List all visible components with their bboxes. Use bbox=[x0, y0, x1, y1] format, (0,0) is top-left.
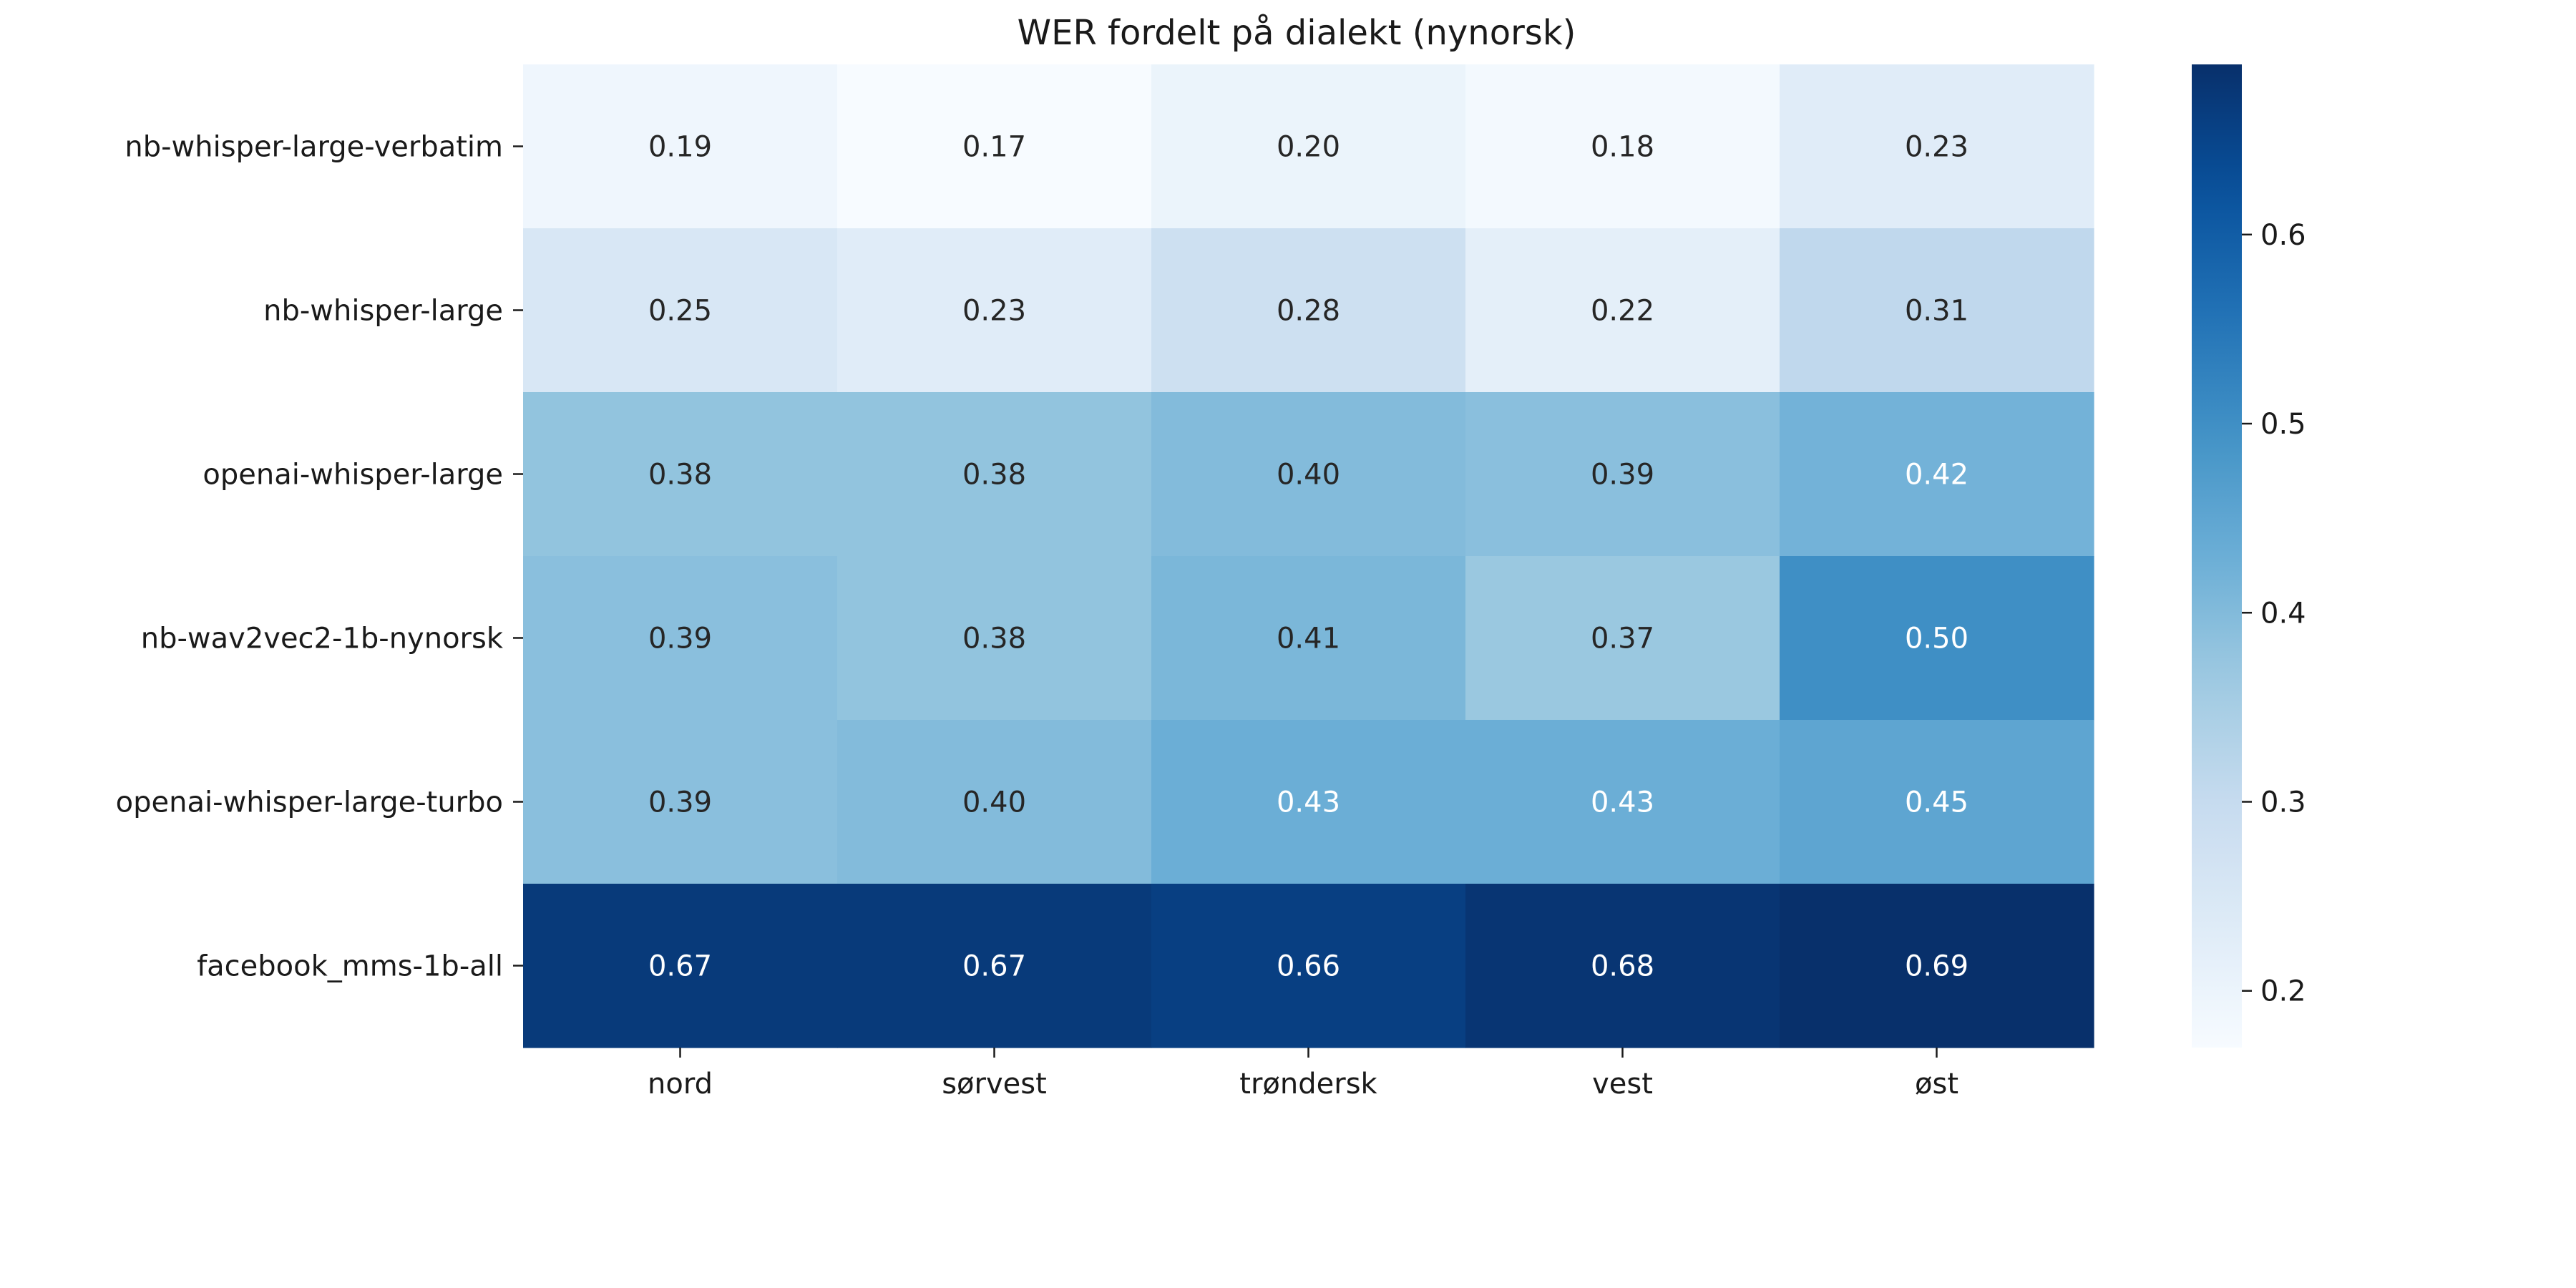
heatmap-cells bbox=[523, 64, 2094, 1048]
heatmap-cell bbox=[837, 228, 1152, 393]
column-label: nord bbox=[648, 1068, 713, 1101]
cell-value-label: 0.39 bbox=[648, 623, 712, 655]
heatmap-cell bbox=[1151, 64, 1466, 229]
column-label: øst bbox=[1915, 1068, 1958, 1101]
cell-value-label: 0.67 bbox=[962, 950, 1026, 983]
heatmap-cell bbox=[1151, 392, 1466, 557]
heatmap-cell bbox=[523, 64, 838, 229]
heatmap-cell bbox=[1780, 884, 2094, 1048]
cell-value-label: 0.43 bbox=[1591, 786, 1654, 819]
heatmap-cell bbox=[837, 556, 1152, 721]
column-label: trøndersk bbox=[1239, 1068, 1377, 1101]
heatmap-cell bbox=[1465, 884, 1780, 1048]
cell-value-label: 0.19 bbox=[648, 131, 712, 164]
colorbar-gradient bbox=[2192, 64, 2242, 1048]
column-label: vest bbox=[1592, 1068, 1653, 1101]
heatmap-cell-labels: 0.19 0.17 0.20 0.18 0.23 0.25 0.23 0.28 0.22 0.31… bbox=[648, 131, 1968, 983]
cell-value-label: 0.25 bbox=[648, 295, 712, 328]
cell-value-label: 0.39 bbox=[1591, 459, 1654, 492]
cell-value-label: 0.23 bbox=[1905, 131, 1968, 164]
cell-value-label: 0.66 bbox=[1277, 950, 1340, 983]
cell-value-label: 0.31 bbox=[1905, 295, 1968, 328]
colorbar-tick-label: 0.3 bbox=[2260, 786, 2306, 819]
heatmap-cell bbox=[837, 392, 1152, 557]
colorbar-tick-label: 0.6 bbox=[2260, 219, 2306, 252]
cell-value-label: 0.39 bbox=[648, 786, 712, 819]
heatmap-cell bbox=[1780, 392, 2094, 557]
heatmap-cell bbox=[523, 392, 838, 557]
row-label: nb-whisper-large bbox=[263, 295, 503, 328]
cell-value-label: 0.38 bbox=[648, 459, 712, 492]
row-label: nb-wav2vec2-1b-nynorsk bbox=[141, 623, 504, 655]
cell-value-label: 0.68 bbox=[1591, 950, 1654, 983]
heatmap-cell bbox=[523, 884, 838, 1048]
cell-value-label: 0.38 bbox=[962, 623, 1026, 655]
heatmap-cell bbox=[523, 720, 838, 884]
heatmap-cell bbox=[1465, 64, 1780, 229]
cell-value-label: 0.22 bbox=[1591, 295, 1654, 328]
row-label: nb-whisper-large-verbatim bbox=[125, 131, 503, 164]
heatmap-cell bbox=[1151, 720, 1466, 884]
heatmap-cell bbox=[1780, 556, 2094, 721]
cell-value-label: 0.45 bbox=[1905, 786, 1968, 819]
cell-value-label: 0.69 bbox=[1905, 950, 1968, 983]
colorbar-tick-label: 0.2 bbox=[2260, 975, 2306, 1008]
cell-value-label: 0.43 bbox=[1277, 786, 1340, 819]
cell-value-label: 0.41 bbox=[1277, 623, 1340, 655]
row-label: facebook_mms-1b-all bbox=[197, 950, 503, 983]
column-label: sørvest bbox=[942, 1068, 1047, 1101]
row-label: openai-whisper-large-turbo bbox=[116, 786, 503, 819]
cell-value-label: 0.40 bbox=[1277, 459, 1340, 492]
heatmap-cell bbox=[1465, 556, 1780, 721]
x-axis: nord sørvest trøndersk vest øst bbox=[648, 1048, 1958, 1101]
cell-value-label: 0.28 bbox=[1277, 295, 1340, 328]
heatmap-cell bbox=[1151, 556, 1466, 721]
colorbar: 0.2 0.3 0.4 0.5 0.6 bbox=[2192, 64, 2306, 1048]
cell-value-label: 0.40 bbox=[962, 786, 1026, 819]
cell-value-label: 0.18 bbox=[1591, 131, 1654, 164]
heatmap-cell bbox=[1151, 228, 1466, 393]
y-axis: nb-whisper-large-verbatim nb-whisper-larg… bbox=[116, 131, 523, 983]
heatmap-cell bbox=[1780, 720, 2094, 884]
colorbar-tick-label: 0.4 bbox=[2260, 597, 2306, 630]
heatmap-cell bbox=[523, 556, 838, 721]
heatmap-cell bbox=[1465, 228, 1780, 393]
cell-value-label: 0.23 bbox=[962, 295, 1026, 328]
row-label: openai-whisper-large bbox=[203, 459, 503, 492]
heatmap-cell bbox=[1465, 720, 1780, 884]
chart-title: WER fordelt på dialekt (nynorsk) bbox=[1018, 13, 1576, 53]
heatmap-cell bbox=[837, 720, 1152, 884]
heatmap-cell bbox=[837, 884, 1152, 1048]
colorbar-tick-label: 0.5 bbox=[2260, 408, 2306, 441]
heatmap-cell bbox=[523, 228, 838, 393]
heatmap-cell bbox=[1780, 228, 2094, 393]
cell-value-label: 0.37 bbox=[1591, 623, 1654, 655]
heatmap-cell bbox=[1465, 392, 1780, 557]
cell-value-label: 0.42 bbox=[1905, 459, 1968, 492]
cell-value-label: 0.17 bbox=[962, 131, 1026, 164]
heatmap-cell bbox=[837, 64, 1152, 229]
heatmap-cell bbox=[1780, 64, 2094, 229]
cell-value-label: 0.20 bbox=[1277, 131, 1340, 164]
cell-value-label: 0.38 bbox=[962, 459, 1026, 492]
cell-value-label: 0.67 bbox=[648, 950, 712, 983]
heatmap-cell bbox=[1151, 884, 1466, 1048]
cell-value-label: 0.50 bbox=[1905, 623, 1968, 655]
